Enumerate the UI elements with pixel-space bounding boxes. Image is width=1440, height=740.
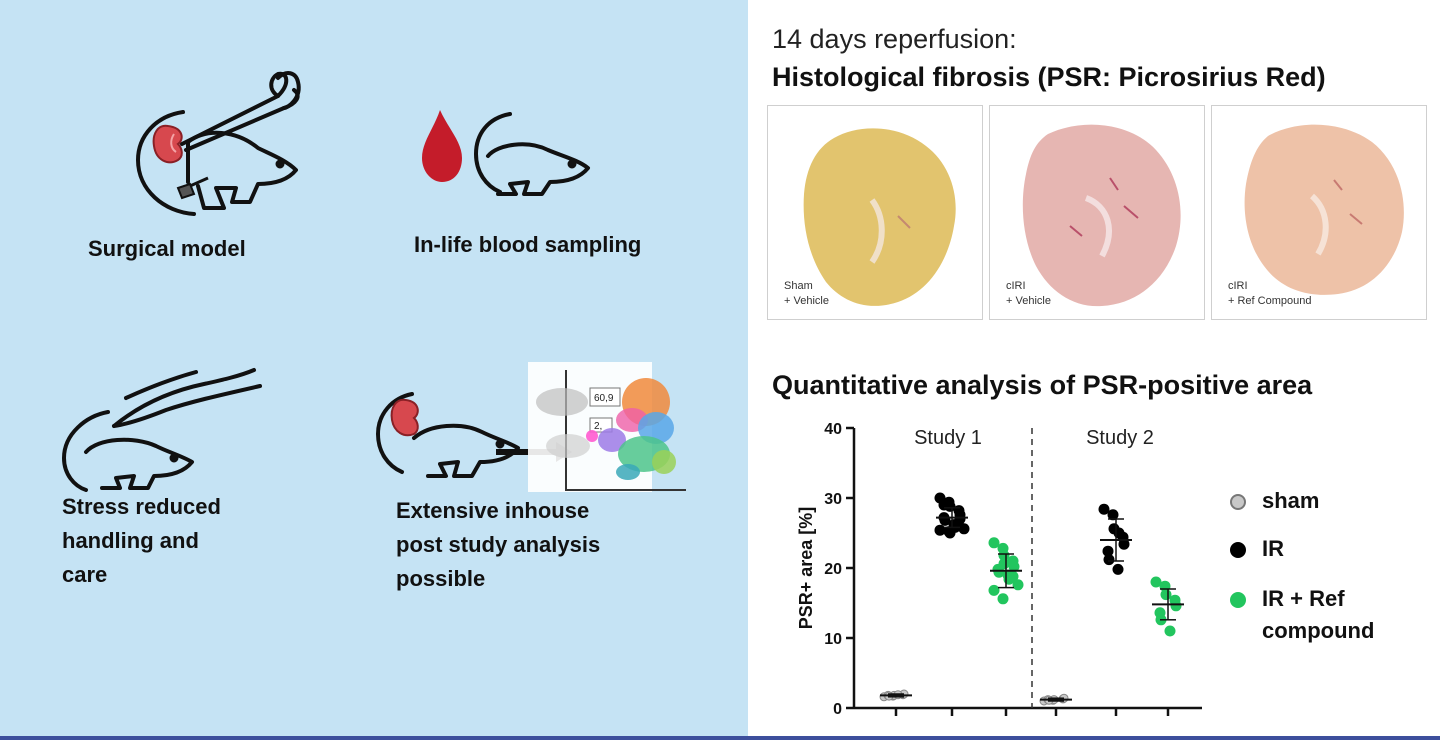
psr-area-chart: 0 10 20 30 40 PSR+ area [%] Study 1 Study 2 <box>796 421 1202 718</box>
data-point <box>1008 561 1020 573</box>
histology-panel-ciri-ref-label: cIRI + Ref Compound <box>1228 279 1311 309</box>
hand-mouse-icon <box>62 368 262 492</box>
data-point <box>938 499 950 511</box>
y-tick-label: 20 <box>824 561 842 578</box>
histology-panel-sham-label: Sham + Vehicle <box>784 279 829 309</box>
data-point <box>988 537 1000 549</box>
data-point <box>1113 527 1125 539</box>
legend-dot-ir <box>1230 542 1246 558</box>
data-point <box>1012 579 1024 591</box>
features-panel: Surgical model In-life blood sampling St… <box>0 0 748 736</box>
data-point <box>1103 554 1115 566</box>
data-point <box>934 524 946 536</box>
quant-title: Quantitative analysis of PSR-positive ar… <box>772 370 1313 400</box>
feature-surgical-model: Surgical model <box>88 236 246 261</box>
flow-cytometry-plot: 60,9 2, <box>528 362 686 492</box>
y-tick-label: 30 <box>824 491 842 508</box>
data-point <box>1170 600 1182 612</box>
histology-panel-ciri-vehicle-label: cIRI + Vehicle <box>1006 279 1051 309</box>
feature-analysis-line-3: possible <box>396 566 486 591</box>
kidney-section-ciri-vehicle <box>1022 124 1181 307</box>
study-label: Study 1 <box>914 427 982 449</box>
histology-panel-sham-line-2: + Vehicle <box>784 295 829 307</box>
y-tick-label: 10 <box>824 631 842 648</box>
feature-blood-sampling: In-life blood sampling <box>414 232 642 257</box>
study-label: Study 2 <box>1086 427 1154 449</box>
data-point <box>1150 576 1162 588</box>
data-point <box>1112 563 1124 575</box>
legend-label-ir: IR <box>1262 536 1284 561</box>
data-point <box>993 566 1005 578</box>
y-tick-label: 40 <box>824 421 842 438</box>
legend-label-sham: sham <box>1262 488 1320 513</box>
data-point <box>997 593 1009 605</box>
data-point <box>1007 570 1019 582</box>
feature-analysis: Extensive inhouse post study analysis po… <box>396 494 600 596</box>
data-point <box>1098 503 1110 515</box>
histology-panel-ciri-ref: cIRI + Ref Compound <box>1211 105 1427 320</box>
histology-panel-sham: Sham + Vehicle <box>767 105 983 320</box>
feature-handling: Stress reduced handling and care <box>62 490 221 592</box>
legend-label-ir-ref: IR + Ref <box>1262 586 1345 611</box>
y-tick-label: 0 <box>833 701 842 718</box>
feature-analysis-line-2: post study analysis <box>396 532 601 557</box>
histology-panel-ciri-vehicle-line-2: + Vehicle <box>1006 295 1051 307</box>
blood-drop-mouse-icon <box>422 110 590 196</box>
histology-subtitle: 14 days reperfusion: <box>772 24 1017 54</box>
histology-panel-ciri-ref-line-1: cIRI <box>1228 280 1248 292</box>
data-point <box>954 513 966 525</box>
data-point <box>1118 538 1130 550</box>
histology-title: Histological fibrosis (PSR: Picrosirius … <box>772 62 1326 92</box>
data-point <box>1107 509 1119 521</box>
data-point <box>1164 625 1176 637</box>
histology-panel-ciri-vehicle: cIRI + Vehicle <box>989 105 1205 320</box>
histology-panel-sham-line-1: Sham <box>784 280 813 292</box>
data-point <box>944 527 956 539</box>
gate-label-2: 2, <box>594 421 602 432</box>
feature-handling-line-2: handling and <box>62 528 199 553</box>
histology-panel-ciri-ref-line-2: + Ref Compound <box>1228 295 1312 307</box>
legend-dot-ir-ref <box>1230 592 1246 608</box>
bottom-border <box>0 736 1440 740</box>
data-point <box>1102 545 1114 557</box>
histology-panel-ciri-vehicle-line-1: cIRI <box>1006 280 1026 292</box>
data-point <box>998 558 1010 570</box>
feature-handling-line-3: care <box>62 562 108 587</box>
gate-label-1: 60,9 <box>594 393 614 404</box>
y-axis-label: PSR+ area [%] <box>796 507 816 630</box>
feature-handling-line-1: Stress reduced <box>62 494 221 519</box>
kidney-surgery-mouse-icon <box>136 71 301 216</box>
legend-label-ir-ref-line2: compound <box>1262 618 1375 643</box>
legend-dot-sham <box>1230 494 1246 510</box>
data-point <box>988 584 1000 596</box>
feature-analysis-line-1: Extensive inhouse <box>396 498 590 523</box>
